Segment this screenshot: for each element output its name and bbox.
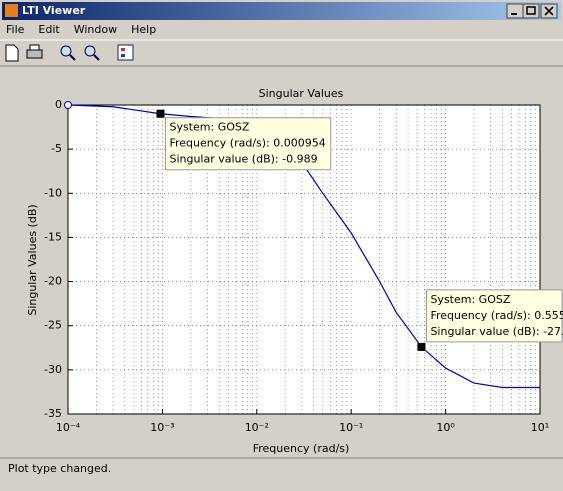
menu-item[interactable]: Help — [131, 23, 156, 36]
x-tick-label: 10⁰ — [436, 421, 455, 434]
datatip-box — [164, 117, 332, 171]
zoom-in-button[interactable] — [60, 45, 72, 57]
status-text: Plot type changed. — [8, 462, 111, 475]
x-tick-label: 10¹ — [531, 421, 549, 434]
print-button[interactable] — [26, 49, 43, 59]
plot-config-glyph — [121, 48, 125, 51]
datatip-text: Singular value (dB): -27.4 — [430, 325, 563, 338]
datatip-text: System: GOSZ — [430, 293, 510, 306]
plot-config-button[interactable] — [117, 44, 134, 61]
status-bar — [0, 458, 563, 491]
y-tick-label: -20 — [44, 275, 62, 288]
y-tick-label: 0 — [55, 98, 62, 111]
chart-title: Singular Values — [259, 87, 344, 100]
y-axis-label: Singular Values (dB) — [26, 204, 39, 315]
x-axis-label: Frequency (rad/s) — [253, 442, 350, 455]
menu-item[interactable]: Window — [74, 23, 117, 36]
print-paper — [29, 44, 40, 51]
y-tick-label: -15 — [44, 230, 62, 243]
series-line — [67, 104, 540, 389]
y-tick-label: -5 — [51, 142, 62, 155]
close-glyph — [544, 6, 554, 16]
maximize-button[interactable] — [522, 3, 540, 19]
window-buttons[interactable] — [506, 3, 558, 19]
menu-item[interactable]: Edit — [38, 23, 60, 36]
minimize-button[interactable] — [506, 3, 524, 19]
title-bar — [2, 2, 561, 20]
y-tick-label: -30 — [44, 363, 62, 376]
zoom-out-button[interactable] — [84, 45, 96, 57]
datatip-text: Frequency (rad/s): 0.000954 — [169, 137, 325, 150]
datatip-text: Frequency (rad/s): 0.555 — [430, 309, 563, 322]
new-button[interactable] — [5, 44, 19, 62]
y-tick-label: -10 — [44, 186, 62, 199]
window-title: LTI Viewer — [22, 4, 86, 17]
axes-box — [67, 104, 541, 415]
datatip-marker[interactable] — [156, 109, 165, 118]
datatip-box — [425, 289, 563, 343]
menu-item[interactable]: File — [6, 23, 25, 36]
plot: 10⁻⁴ 10⁻³ 10⁻² 10⁻¹ 10⁰ 10¹ 0 -5 -10 -15 -20 -25 -30… — [44, 98, 563, 434]
zoom-in-handle — [69, 54, 76, 61]
plot-config-glyph — [121, 54, 125, 57]
datatip-text: Singular value (dB): -0.989 — [169, 153, 317, 166]
y-tick-label: -35 — [44, 407, 62, 420]
menu-bar: File Edit Window Help — [6, 23, 156, 36]
app-icon — [5, 4, 18, 17]
zoom-out-handle — [93, 54, 100, 61]
start-point — [64, 101, 72, 109]
maximize-glyph — [526, 6, 536, 15]
x-tick-label: 10⁻³ — [150, 421, 174, 434]
toolbar — [5, 44, 134, 62]
x-tick-label: 10⁻² — [245, 421, 269, 434]
x-tick-label: 10⁻⁴ — [56, 421, 81, 434]
datatip-marker[interactable] — [417, 342, 426, 351]
datatip-text: System: GOSZ — [169, 121, 249, 134]
y-tick-label: -25 — [44, 319, 62, 332]
x-tick-label: 10⁻¹ — [339, 421, 363, 434]
